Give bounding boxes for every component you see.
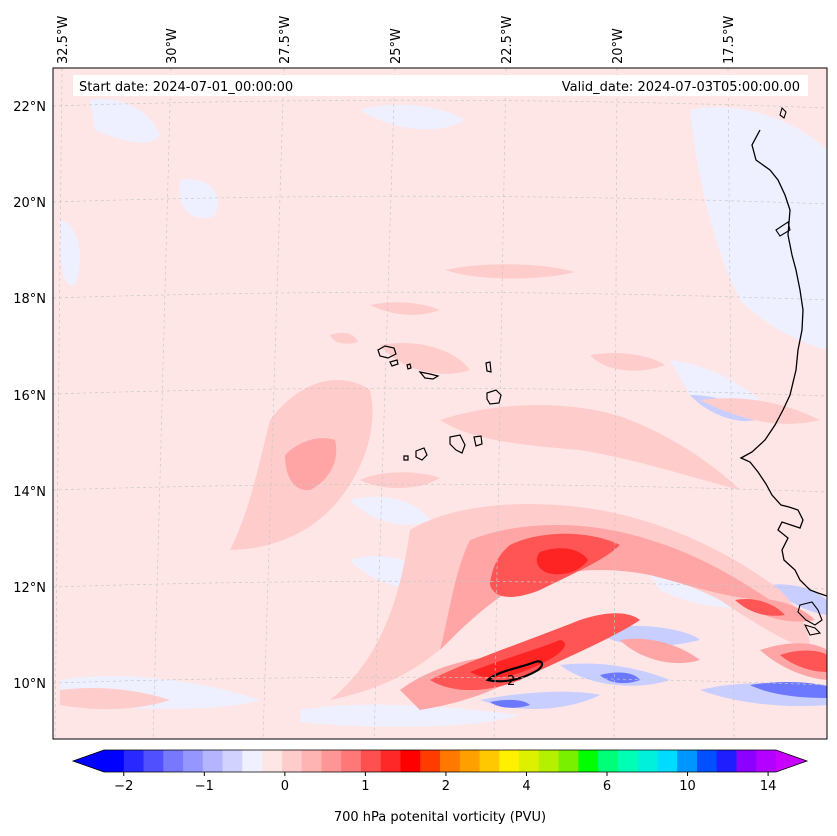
graticule — [53, 68, 827, 739]
colorbar-cell — [380, 750, 401, 772]
colorbar-extend-low — [73, 750, 104, 772]
colorbar-cell — [400, 750, 421, 772]
colorbar-cell — [104, 750, 125, 772]
colorbar-cells — [104, 750, 777, 772]
colorbar-cell — [637, 750, 658, 772]
colorbar-tick-label: 14 — [760, 779, 777, 794]
colorbar-cell — [756, 750, 777, 772]
colorbar-tick-label: −1 — [195, 779, 214, 794]
colorbar-cell — [341, 750, 362, 772]
colorbar-cell — [163, 750, 184, 772]
contour-label: 2 — [507, 674, 515, 689]
lat-label: 18°N — [13, 292, 46, 307]
colorbar-cell — [479, 750, 500, 772]
latitude-labels: 22°N 20°N 18°N 16°N 14°N 12°N 10°N — [13, 100, 46, 692]
colorbar-ticks: −2 −1 0 1 2 4 6 10 14 — [114, 772, 776, 794]
longitude-labels: 32.5°W 30°W 27.5°W 25°W 22.5°W 20°W 17.5… — [56, 16, 737, 64]
colorbar-cell — [262, 750, 283, 772]
colorbar-cell — [736, 750, 757, 772]
colorbar-outline — [71, 749, 809, 773]
colorbar-cell — [499, 750, 520, 772]
lat-label: 16°N — [13, 389, 46, 404]
colorbar-cell — [440, 750, 461, 772]
lon-label: 25°W — [389, 28, 404, 64]
lon-label: 17.5°W — [722, 16, 737, 64]
info-banner — [73, 75, 808, 96]
coastline-fragment — [803, 624, 822, 636]
colorbar: −2 −1 0 1 2 4 6 10 14 700 hPa potenital vorticit… — [71, 749, 809, 825]
colorbar-cell — [696, 750, 718, 772]
lon-label: 20°W — [611, 28, 626, 64]
colorbar-extend-high — [776, 750, 807, 772]
colorbar-tick-label: 10 — [679, 779, 696, 794]
lat-label: 22°N — [13, 100, 46, 115]
colorbar-cell — [716, 750, 737, 772]
pv-field: 2 — [53, 68, 827, 739]
colorbar-cell — [558, 750, 579, 772]
lon-label: 27.5°W — [278, 16, 293, 64]
colorbar-tick-label: 2 — [442, 779, 450, 794]
colorbar-label: 700 hPa potenital vorticity (PVU) — [334, 810, 546, 825]
colorbar-cell — [598, 750, 619, 772]
colorbar-cell — [202, 750, 224, 772]
colorbar-cell — [420, 750, 441, 772]
colorbar-cell — [519, 750, 540, 772]
lat-label: 20°N — [13, 196, 46, 211]
lat-label: 14°N — [13, 485, 46, 500]
colorbar-cell — [183, 750, 204, 772]
coastline-fragment — [775, 106, 791, 237]
valid-date: Valid_date: 2024-07-03T05:00:00.00 — [562, 80, 800, 95]
lon-label: 32.5°W — [56, 16, 71, 64]
colorbar-cell — [459, 750, 481, 772]
lon-label: 22.5°W — [500, 16, 515, 64]
colorbar-cell — [617, 750, 639, 772]
colorbar-tick-label: 0 — [281, 779, 289, 794]
colorbar-tick-label: 1 — [361, 779, 369, 794]
colorbar-tick-label: −2 — [114, 779, 133, 794]
colorbar-cell — [321, 750, 342, 772]
colorbar-cell — [123, 750, 145, 772]
colorbar-cell — [677, 750, 698, 772]
colorbar-cell — [242, 750, 263, 772]
africa-coastline — [739, 129, 827, 597]
start-date: Start date: 2024-07-01_00:00:00 — [79, 80, 293, 95]
colorbar-tick-label: 6 — [603, 779, 611, 794]
cape-verde-islands — [377, 345, 502, 461]
negative-pv-strong — [490, 672, 827, 708]
colorbar-cell — [657, 750, 678, 772]
map-frame — [52, 67, 828, 740]
lat-label: 12°N — [13, 581, 46, 596]
positive-pv-peak — [470, 548, 588, 678]
colorbar-cell — [301, 750, 322, 772]
colorbar-cell — [578, 750, 599, 772]
coastline-fragment — [797, 601, 823, 626]
colorbar-cell — [538, 750, 560, 772]
colorbar-tick-label: 4 — [522, 779, 530, 794]
colorbar-cell — [281, 750, 303, 772]
contour-2pvu — [485, 660, 544, 683]
colorbar-cell — [360, 750, 382, 772]
lat-label: 10°N — [13, 677, 46, 692]
colorbar-cell — [222, 750, 243, 772]
lon-label: 30°W — [165, 28, 180, 64]
colorbar-cell — [143, 750, 164, 772]
